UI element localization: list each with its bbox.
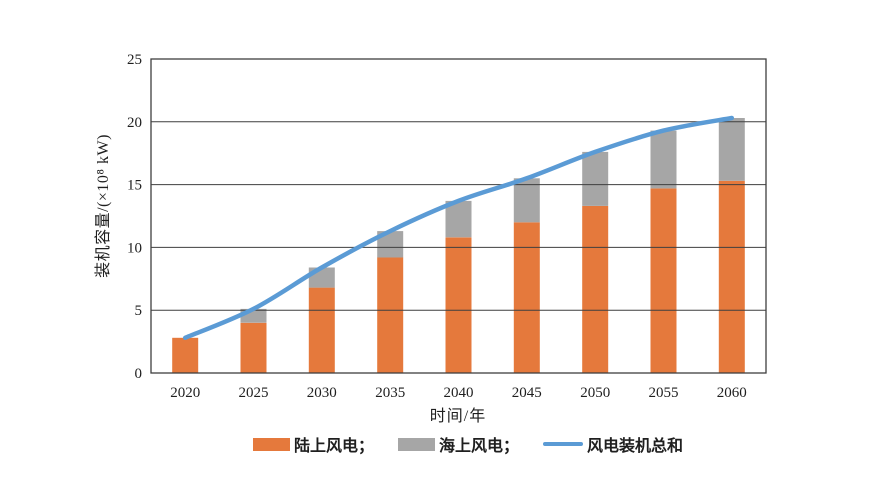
x-tick-label: 2050 — [580, 385, 610, 401]
offshore-swatch-icon — [398, 437, 436, 451]
x-tick-label: 2040 — [444, 385, 474, 401]
legend-item-offshore: 海上风电； — [398, 432, 519, 456]
x-tick-label: 2030 — [307, 385, 337, 401]
bar-segment-offshore-2060 — [718, 118, 745, 181]
y-tick-label: 0 — [135, 366, 143, 382]
legend-item-total: 风电装机总和 — [543, 432, 683, 456]
bar-segment-offshore-2050 — [582, 151, 609, 206]
x-tick-label: 2060 — [717, 385, 747, 401]
x-axis-title: 时间/年 — [429, 408, 487, 425]
bar-segment-offshore-2040 — [445, 200, 472, 238]
legend-item-onshore: 陆上风电； — [253, 432, 374, 456]
bar-segment-offshore-2055 — [650, 130, 677, 189]
y-tick-label: 20 — [127, 115, 142, 131]
bar-segment-onshore-2045 — [513, 222, 540, 373]
y-tick-label: 15 — [127, 178, 142, 194]
bar-segment-onshore-2035 — [377, 257, 404, 373]
bar-segment-onshore-2020 — [172, 337, 199, 373]
bar-segment-onshore-2060 — [718, 180, 745, 373]
bar-segment-offshore-2045 — [513, 178, 540, 223]
y-tick-label: 10 — [127, 240, 142, 256]
legend-label-onshore: 陆上风电； — [294, 438, 375, 455]
x-tick-label: 2045 — [512, 385, 542, 401]
total-line — [182, 115, 735, 341]
legend-label-total: 风电装机总和 — [587, 438, 684, 455]
onshore-swatch-icon — [253, 437, 290, 451]
x-tick-label: 2020 — [170, 385, 200, 401]
legend-label-offshore: 海上风电； — [439, 438, 520, 455]
bar-segment-onshore-2050 — [582, 206, 609, 373]
y-tick-label: 5 — [135, 303, 143, 319]
legend: 陆上风电； 海上风电； 风电装机总和 — [253, 433, 683, 455]
y-axis-title: 装机容量/(×10⁸ kW) — [95, 134, 112, 278]
x-tick-label: 2035 — [375, 385, 405, 401]
bar-segment-onshore-2030 — [308, 287, 335, 373]
x-tick-label: 2025 — [239, 385, 269, 401]
y-tick-label: 25 — [127, 52, 142, 68]
x-tick-label: 2055 — [649, 385, 679, 401]
bar-segment-onshore-2040 — [445, 237, 472, 373]
total-line-swatch-icon — [543, 442, 584, 446]
plot-frame — [150, 58, 767, 374]
bar-segment-onshore-2025 — [240, 322, 267, 373]
bar-segment-onshore-2055 — [650, 188, 677, 373]
